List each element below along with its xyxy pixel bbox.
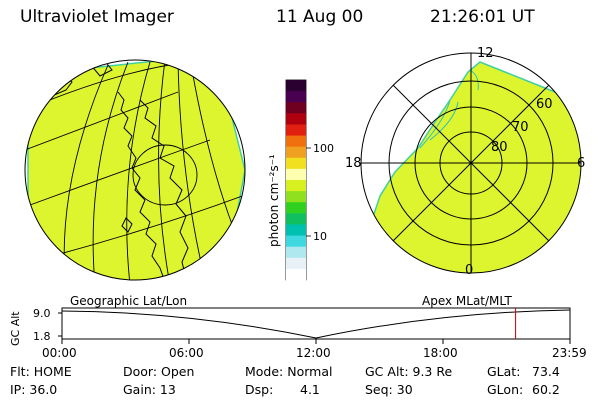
colorbar-segment	[286, 146, 306, 159]
time-label: 21:26:01 UT	[430, 7, 535, 27]
mlt-0-label: 0	[465, 263, 474, 278]
colorbar-segment	[286, 257, 306, 270]
polar-emission-image	[361, 61, 581, 273]
mlt-6-label: 6	[577, 156, 586, 171]
mlat-70-label: 70	[512, 120, 529, 135]
polar-mlt-plot	[360, 52, 582, 274]
colorbar-tick-100: 100	[313, 142, 334, 155]
colorbar-segment	[286, 113, 306, 125]
mlat-80-label: 80	[491, 140, 508, 155]
mode-info: Mode: Normal	[245, 364, 333, 379]
dsp-value: 4.1	[300, 382, 320, 397]
colorbar-segment	[286, 268, 306, 281]
altitude-curve	[61, 309, 571, 339]
gain-info: Gain: 13	[123, 382, 176, 397]
colorbar-segment	[286, 235, 306, 248]
colorbar-segment	[286, 191, 306, 203]
colorbar-tick-10: 10	[313, 230, 327, 243]
colorbar-segment	[286, 124, 306, 137]
geographic-label: Geographic Lat/Lon	[70, 294, 188, 308]
seq-info: Seq: 30	[365, 382, 413, 397]
colorbar-segment	[286, 102, 306, 114]
xtick-0000: 00:00	[42, 346, 77, 360]
color-scale-bar	[285, 79, 311, 281]
altitude-ylabel: GC Alt	[9, 311, 22, 346]
colorbar-segment	[286, 91, 306, 103]
mlt-12-label: 12	[477, 46, 494, 61]
xtick-2359: 23:59	[552, 346, 587, 360]
geographic-globe	[24, 59, 246, 281]
xtick-1800: 18:00	[423, 346, 458, 360]
altitude-ytick-top: 9.0	[33, 307, 51, 320]
flight-info: Flt: HOME	[10, 364, 72, 379]
colorbar-segment	[286, 224, 306, 237]
colorbar-segment	[286, 168, 306, 181]
dsp-label: Dsp:	[245, 382, 274, 397]
glat-label: GLat:	[487, 364, 521, 379]
colorbar-segment	[286, 246, 306, 259]
glat-value: 73.4	[532, 364, 560, 379]
instrument-title: Ultraviolet Imager	[20, 7, 174, 27]
colorbar-segment	[286, 135, 306, 148]
gc-alt-info: GC Alt: 9.3 Re	[365, 364, 453, 379]
colorbar-segment	[286, 202, 306, 214]
colorbar-unit-label: photon cm⁻²s⁻¹	[267, 154, 281, 247]
date-label: 11 Aug 00	[276, 7, 364, 27]
altitude-plot	[58, 307, 571, 344]
ip-info: IP: 36.0	[10, 382, 58, 397]
mlt-18-label: 18	[345, 156, 362, 171]
colorbar-segment	[286, 80, 306, 92]
xtick-0600: 06:00	[169, 346, 204, 360]
colorbar-segment	[286, 213, 306, 225]
door-info: Door: Open	[123, 364, 195, 379]
mlat-60-label: 60	[536, 97, 553, 112]
colorbar-segment	[286, 180, 306, 192]
latitude-grid	[25, 61, 245, 259]
glon-value: 60.2	[532, 382, 560, 397]
apex-label: Apex MLat/MLT	[422, 294, 512, 308]
colorbar-segment	[286, 157, 306, 170]
glon-label: GLon:	[487, 382, 524, 397]
xtick-1200: 12:00	[296, 346, 331, 360]
altitude-ytick-bottom: 1.8	[33, 330, 51, 343]
